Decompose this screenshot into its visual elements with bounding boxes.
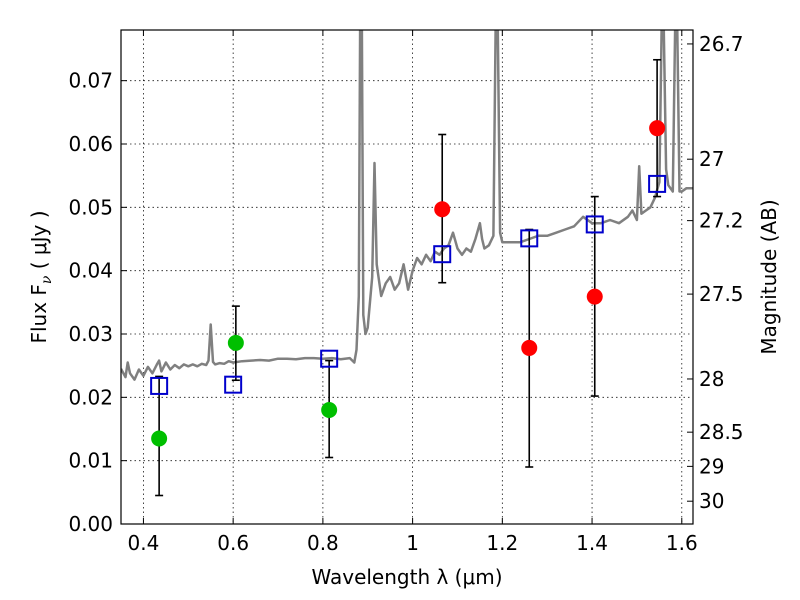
y2-tick-label: 26.7: [699, 32, 744, 56]
y-tick-label: 0.00: [68, 512, 113, 536]
data-point: [649, 120, 666, 137]
grid-lines: [121, 30, 693, 524]
y-axis-label-sub: ν: [39, 275, 55, 284]
y2-tick-label: 27.2: [699, 209, 744, 233]
y-tick-label: 0.07: [68, 69, 113, 93]
y-tick-label: 0.05: [68, 195, 113, 219]
x-tick-label: 1.4: [576, 531, 608, 555]
model-square: [150, 376, 169, 395]
model-square: [433, 245, 452, 264]
data-point: [321, 402, 338, 418]
model-square: [520, 229, 539, 248]
data-point: [151, 430, 168, 447]
y-tick-label: 0.01: [68, 449, 113, 473]
axis-ticks: 0.4 0.6 0.8 1 1.2 1.4 1.6 0.00 0.01 0.02 0.03 0.04 0…: [68, 30, 744, 555]
y-axis-label-unit: ( μJy ): [27, 210, 51, 275]
y2-tick-label: 28.5: [699, 420, 744, 444]
y2-tick-label: 30: [699, 489, 724, 513]
model-square: [320, 349, 339, 368]
y2-axis-label: Magnitude (AB): [757, 199, 781, 354]
x-tick-label: 0.4: [128, 531, 160, 555]
y-axis-label: Flux Fν ( μJy ): [27, 210, 55, 343]
y-axis-label-main: Flux F: [27, 284, 51, 343]
x-tick-label: 1: [406, 531, 419, 555]
model-square: [224, 375, 243, 394]
model-square: [648, 174, 667, 193]
data-points: [151, 120, 666, 447]
y-tick-label: 0.03: [68, 322, 113, 346]
y-tick-label: 0.04: [68, 259, 113, 283]
y2-tick-label: 29: [699, 454, 724, 478]
model-squares: [150, 174, 667, 395]
x-tick-label: 1.6: [666, 531, 698, 555]
data-point: [586, 288, 603, 305]
spectrum-layer: [121, 30, 693, 381]
data-point: [227, 334, 244, 351]
model-square: [585, 215, 604, 234]
x-tick-label: 1.2: [486, 531, 518, 555]
y2-tick-label: 28: [699, 367, 724, 391]
x-axis-label: Wavelength λ (μm): [311, 565, 502, 589]
y-tick-label: 0.06: [68, 132, 113, 156]
data-point: [521, 339, 538, 356]
y2-tick-label: 27.5: [699, 282, 744, 306]
spectrum-line: [121, 30, 693, 381]
axis-labels: Wavelength λ (μm) Flux Fν ( μJy ) Magnit…: [27, 199, 781, 589]
y2-tick-label: 27: [699, 147, 724, 171]
y-tick-label: 0.02: [68, 385, 113, 409]
data-point: [434, 201, 451, 218]
x-tick-label: 0.6: [217, 531, 249, 555]
x-tick-label: 0.8: [307, 531, 339, 555]
plot-frame: [120, 29, 694, 525]
